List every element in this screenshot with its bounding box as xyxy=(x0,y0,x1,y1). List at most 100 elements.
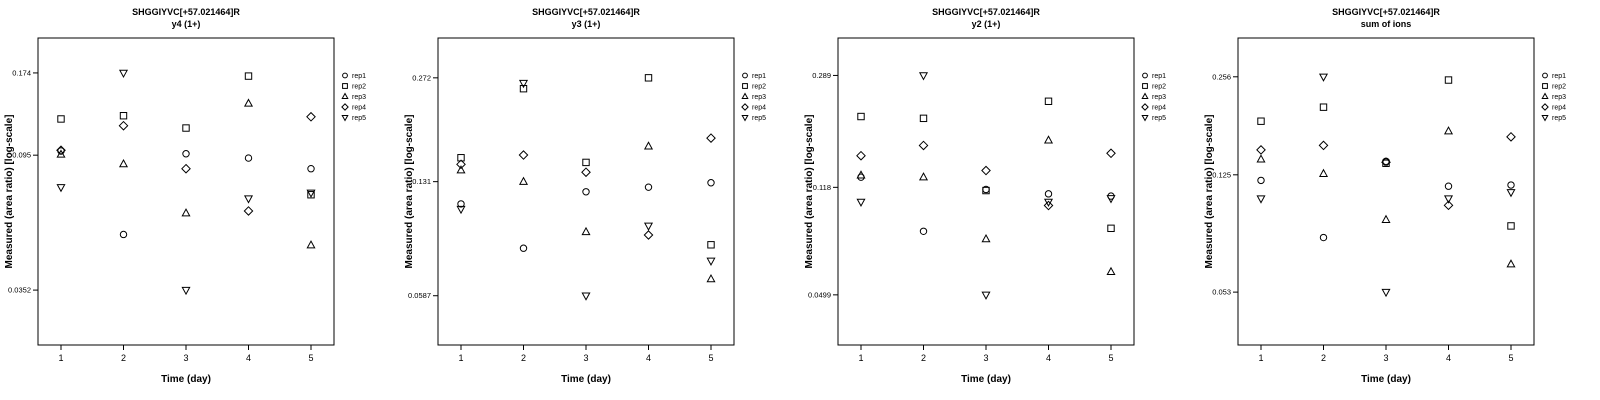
point-rep2-day5 xyxy=(307,191,315,199)
legend-label-rep5: rep5 xyxy=(1552,115,1566,122)
legend-label-rep3: rep3 xyxy=(1152,94,1166,101)
point-rep1-day2 xyxy=(119,230,128,239)
point-rep2-day5 xyxy=(1107,224,1115,233)
legend-label-rep4: rep4 xyxy=(752,105,766,112)
point-rep2-day1 xyxy=(457,154,465,162)
point-rep3-day1 xyxy=(456,165,466,174)
point-rep5-day2 xyxy=(918,72,929,81)
legend-label-rep1: rep1 xyxy=(752,73,766,80)
legend-label-rep1: rep1 xyxy=(352,73,366,80)
point-rep2-day1 xyxy=(57,115,65,123)
point-rep4-day4 xyxy=(243,206,254,216)
point-rep4-day3 xyxy=(981,165,991,176)
legend-label-rep2: rep2 xyxy=(1552,84,1566,91)
point-rep2-day1 xyxy=(1257,117,1265,125)
point-rep4-day3 xyxy=(181,163,191,174)
y-axis-label: Measured (area ratio) [log-scale] xyxy=(1204,115,1215,269)
point-rep1-day4 xyxy=(244,154,253,162)
point-rep1-day4 xyxy=(1044,190,1053,198)
point-rep3-day5 xyxy=(1106,266,1116,276)
chart-subtitle: sum of ions xyxy=(1361,19,1412,29)
point-rep2-day4 xyxy=(244,72,253,80)
point-rep3-day2 xyxy=(1318,168,1329,177)
point-rep3-day1 xyxy=(1256,154,1266,163)
x-tick-label: 2 xyxy=(1321,353,1326,363)
legend-marker-rep5 xyxy=(1541,114,1549,122)
legend-marker-rep1 xyxy=(342,72,348,79)
y-tick-label: 0.289 xyxy=(812,71,831,80)
point-rep3-day4 xyxy=(1043,135,1054,144)
legend-label-rep2: rep2 xyxy=(1152,84,1166,91)
chart-svg-3: SHGGIYVC[+57.021464]R sum of ions 0.256 0.1… xyxy=(1204,7,1566,385)
point-rep2-day2 xyxy=(119,112,128,120)
point-rep1-day2 xyxy=(519,244,528,252)
chart-title: SHGGIYVC[+57.021464]R xyxy=(1332,7,1440,17)
legend-marker-rep2 xyxy=(1542,83,1548,89)
point-rep1-day4 xyxy=(1444,182,1453,190)
chart-svg-2: SHGGIYVC[+57.021464]R y2 (1+) 0.289 0.118 0.… xyxy=(804,7,1166,385)
point-rep3-day4 xyxy=(243,98,254,107)
point-rep5-day1 xyxy=(856,198,866,207)
point-rep4-day1 xyxy=(456,159,466,170)
x-tick-label: 5 xyxy=(1108,353,1113,363)
legend-label-rep1: rep1 xyxy=(1152,73,1166,80)
point-rep5-day4 xyxy=(1443,195,1454,204)
point-rep2-day2 xyxy=(519,84,528,93)
point-rep1-day5 xyxy=(707,179,715,187)
legend-marker-rep1 xyxy=(1142,72,1148,79)
legend-label-rep3: rep3 xyxy=(352,94,366,101)
x-tick-label: 3 xyxy=(183,353,188,363)
point-rep5-day5 xyxy=(306,189,316,198)
y-axis-label: Measured (area ratio) [log-scale] xyxy=(404,115,415,269)
legend-label-rep2: rep2 xyxy=(752,84,766,91)
point-rep4-day3 xyxy=(581,167,591,178)
legend-label-rep3: rep3 xyxy=(1552,94,1566,101)
point-rep4-day1 xyxy=(1256,145,1266,155)
legend-marker-rep5 xyxy=(1141,114,1149,122)
point-rep1-day3 xyxy=(182,150,190,158)
x-axis-label: Time (day) xyxy=(1361,374,1411,385)
x-axis-label: Time (day) xyxy=(561,374,611,385)
point-rep4-day1 xyxy=(856,150,866,161)
point-rep1-day5 xyxy=(307,164,315,173)
legend-label-rep5: rep5 xyxy=(752,115,766,122)
point-rep4-day5 xyxy=(1106,148,1116,159)
x-tick-label: 3 xyxy=(983,353,988,363)
x-tick-label: 5 xyxy=(708,353,713,363)
x-tick-label: 2 xyxy=(521,353,526,363)
point-rep3-day2 xyxy=(918,172,929,181)
point-rep2-day4 xyxy=(1044,97,1053,105)
legend-marker-rep5 xyxy=(741,114,749,122)
point-rep1-day5 xyxy=(1507,181,1515,189)
point-rep5-day2 xyxy=(518,79,529,89)
legend-marker-rep5 xyxy=(341,114,349,122)
legend-marker-rep4 xyxy=(341,103,349,111)
point-rep3-day5 xyxy=(306,240,316,249)
point-rep3-day4 xyxy=(643,141,654,150)
point-rep2-day3 xyxy=(582,158,590,167)
y-tick-label: 0.131 xyxy=(412,177,431,186)
point-rep1-day1 xyxy=(1257,176,1265,185)
legend-marker-rep2 xyxy=(1142,83,1148,89)
point-rep4-day4 xyxy=(643,230,654,240)
x-tick-label: 5 xyxy=(308,353,313,363)
point-rep2-day1 xyxy=(857,112,865,121)
point-rep2-day4 xyxy=(1444,76,1453,84)
legend-marker-rep1 xyxy=(742,72,748,79)
point-rep5-day4 xyxy=(643,222,654,231)
point-rep2-day3 xyxy=(182,124,190,132)
legend-marker-rep3 xyxy=(741,92,749,100)
point-rep2-day2 xyxy=(1319,103,1328,111)
x-tick-label: 1 xyxy=(858,353,863,363)
legend-label-rep5: rep5 xyxy=(352,115,366,122)
point-rep5-day3 xyxy=(181,286,191,296)
chart-title: SHGGIYVC[+57.021464]R xyxy=(532,7,640,17)
legend-label-rep1: rep1 xyxy=(1552,73,1566,80)
chart-title: SHGGIYVC[+57.021464]R xyxy=(932,7,1040,17)
x-tick-label: 1 xyxy=(1258,353,1263,363)
point-rep1-day4 xyxy=(644,183,653,191)
legend-label-rep4: rep4 xyxy=(1552,105,1566,112)
point-rep3-day3 xyxy=(981,234,991,243)
panel-sum-of-ions: SHGGIYVC[+57.021464]R sum of ions 0.256 0.1… xyxy=(1200,0,1600,400)
point-rep2-day5 xyxy=(1507,222,1515,230)
